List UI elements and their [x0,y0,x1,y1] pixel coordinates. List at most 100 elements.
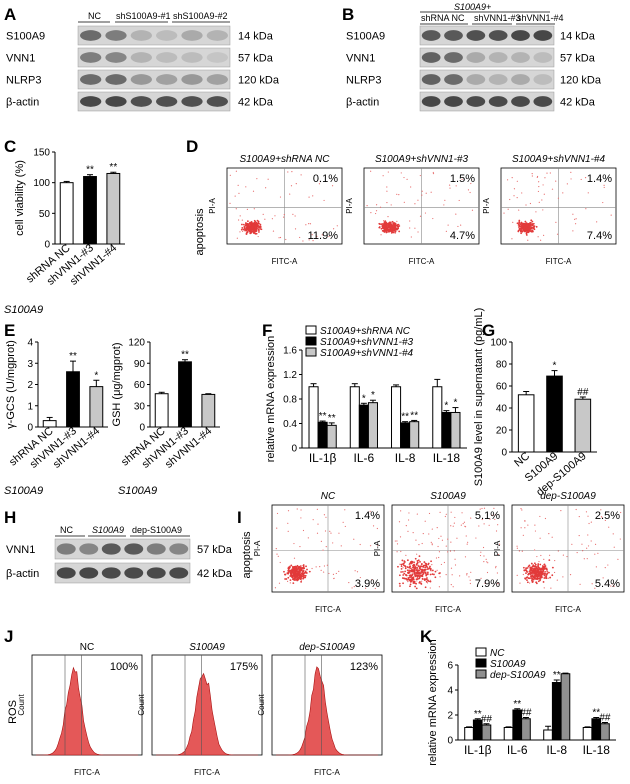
hist-distribution [36,666,138,756]
flow-event-dot [441,539,444,541]
flow-event-dot [401,577,404,579]
flow-event-dot [541,565,544,567]
flow-event-dot [464,556,467,558]
flow-event-dot [289,565,291,568]
flow-event-dot [495,530,498,532]
flow-event-dot [289,575,292,577]
blot-band [80,30,102,41]
flow-event-dot [613,546,615,548]
flow-event-dot [321,234,323,236]
flow-d-ylabel: apoptosis [194,208,206,256]
flow-event-dot [531,569,534,572]
flow-event-dot [404,565,406,567]
significance-mark: ** [328,413,336,424]
flow-event-dot [479,508,481,510]
flow-event-dot [405,525,407,527]
flow-event-dot [524,527,526,529]
flow-event-dot [411,577,414,579]
panel-i: I apoptosis NC 1.4% 3.9% FITC-A PI-A S100A9 5.… [237,491,625,614]
hist-j-ylabel: ROS [7,700,19,724]
flow-event-dot [516,180,518,182]
flow-event-dot [409,220,411,222]
flow-event-dot [540,554,542,557]
y-tick-label: 60 [134,380,146,391]
flow-event-dot [520,232,523,235]
flow-event-dot [546,568,548,571]
flow-event-dot [524,577,526,580]
flow-event-dot [287,568,290,571]
flow-event-dot [308,570,311,573]
flow-event-dot [424,564,427,567]
flow-event-dot [316,532,319,534]
flow-event-dot [478,525,480,527]
chart-g: 0 20 40 60 80 100 S100A9 level in supernatant … [473,308,597,499]
flow-event-dot [423,568,426,571]
flow-event-dot [354,570,356,572]
bar [560,673,571,741]
flow-event-dot [586,547,588,549]
flow-event-dot [396,543,399,545]
flow-event-dot [486,571,489,574]
flow-event-dot [619,538,621,540]
bar [317,421,328,449]
flow-event-dot [597,552,599,554]
flow-event-dot [538,201,540,204]
flow-event-dot [462,523,464,525]
flow-event-dot [527,565,530,568]
flow-event-dot [412,532,414,534]
flow-event-dot [416,570,419,573]
flow-event-dot [239,215,241,217]
y-axis-label: S100A9 level in supernatant (pg/mL) [473,308,485,487]
flow-event-dot [300,579,303,581]
legend-label: dep-S100A9 [490,670,546,681]
flow-event-dot [590,540,592,542]
flow-event-dot [588,522,590,525]
y-tick-label: 0 [291,444,297,455]
flow-event-dot [383,222,386,224]
flow-event-dot [250,229,253,232]
flow-event-dot [300,567,303,570]
quadrant-lr-percent: 7.9% [475,578,500,590]
flow-event-dot [440,535,442,537]
flow-event-dot [485,558,487,560]
flow-event-dot [287,171,289,173]
flow-y-axis-label: PI-A [493,540,502,556]
flow-event-dot [483,507,486,509]
flow-event-dot [285,578,288,580]
significance-mark: ## [520,708,532,719]
y-tick-label: 30 [134,401,146,412]
flow-event-dot [617,558,619,560]
flow-event-dot [468,576,470,578]
blot-band [488,30,508,41]
blot-b-header: S100A9+ [454,2,491,12]
flow-event-dot [300,572,303,575]
flow-event-dot [301,572,304,574]
quadrant-lr-percent: 5.4% [595,578,620,590]
flow-event-dot [406,559,409,562]
flow-event-dot [302,576,305,579]
bar [349,386,360,449]
flow-event-dot [553,571,556,574]
quadrant-ur-percent: 0.1% [313,173,338,185]
flow-event-dot [516,222,519,225]
flow-event-dot [600,509,602,511]
flow-event-dot [271,218,273,220]
flow-event-dot [429,587,431,589]
flow-event-dot [570,171,572,173]
y-tick-label: 100 [490,338,507,349]
blot-a-group-2: shS100A9-#1 [116,11,171,21]
flow-event-dot [440,563,443,566]
flow-event-dot [526,581,529,584]
flow-event-dot [521,192,523,194]
flow-event-dot [521,550,523,552]
flow-event-dot [253,222,256,225]
flow-event-dot [410,562,413,565]
panel-letter-i: I [237,508,242,527]
flow-event-dot [530,577,533,579]
flow-event-dot [466,574,468,576]
flow-event-dot [533,571,536,574]
flow-event-dot [566,555,568,558]
flow-event-dot [299,236,301,239]
